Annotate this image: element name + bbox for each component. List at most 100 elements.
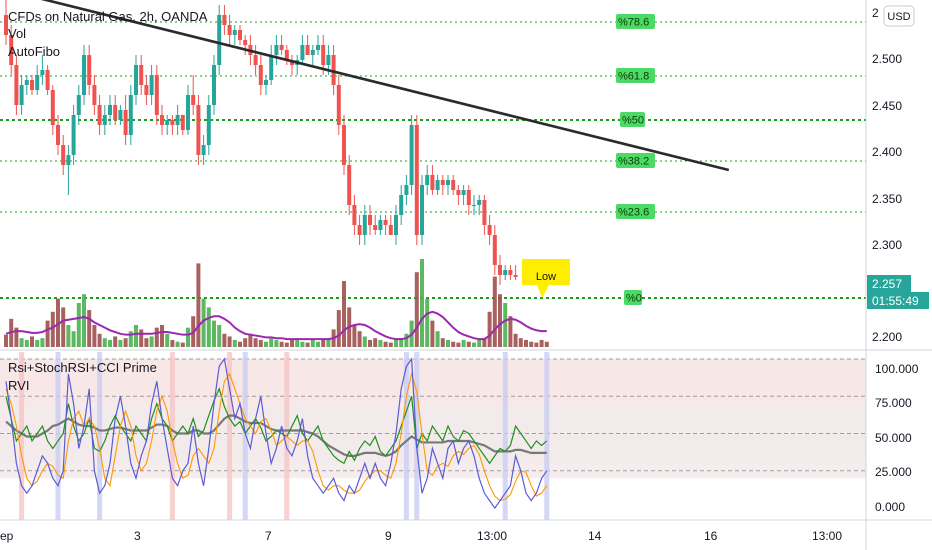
candle-body	[279, 45, 284, 50]
oscillator-background	[0, 358, 866, 479]
currency-button[interactable]	[883, 5, 915, 27]
candle-body	[362, 215, 367, 235]
volume-bar	[264, 341, 268, 347]
volume-bar	[446, 339, 450, 347]
candle-body	[477, 200, 482, 205]
candle-body	[232, 30, 237, 35]
candle-body	[513, 275, 518, 277]
volume-bar	[300, 341, 305, 347]
volume-bar	[472, 342, 476, 347]
volume-bar	[139, 329, 144, 347]
volume-bar	[487, 311, 492, 347]
candle-body	[388, 225, 393, 235]
volume-bar	[24, 339, 29, 347]
volume-bar	[544, 341, 549, 347]
volume-bar	[108, 339, 112, 347]
price-tick-partial: 2	[872, 6, 879, 20]
price-tick: 2.400	[872, 145, 902, 159]
volume-bar	[498, 294, 502, 347]
candle-body	[414, 125, 419, 235]
signal-band	[544, 352, 550, 520]
fib-label-bg	[616, 204, 655, 219]
candle-body	[212, 65, 216, 105]
candle-body	[238, 30, 242, 40]
volume-legend[interactable]: Vol	[8, 26, 26, 41]
candle-body	[217, 15, 222, 65]
volume-bar	[336, 310, 341, 347]
volume-bar	[50, 311, 55, 347]
candle-body	[492, 235, 497, 265]
volume-bar	[284, 342, 289, 347]
volume-bars	[4, 259, 549, 347]
candle-body	[71, 115, 76, 155]
bar-countdown-label: 01:55:49	[872, 294, 919, 308]
candle-body	[123, 110, 128, 135]
candle-body	[4, 15, 8, 35]
rvi-legend[interactable]: RVI	[8, 378, 29, 393]
candle-body	[316, 45, 320, 50]
candle-body	[66, 155, 71, 165]
signal-band	[242, 352, 248, 520]
volume-bar	[513, 333, 518, 347]
candle-body	[201, 145, 206, 155]
candle-body	[451, 180, 456, 190]
volume-bar	[45, 320, 50, 347]
volume-bar	[461, 339, 466, 347]
volume-bar	[175, 341, 180, 347]
volume-bar	[217, 325, 222, 347]
volume-bar	[30, 336, 34, 347]
fibonacci-labels: %78.6 %61.8 %50 %38.2 %23.6 %0	[616, 14, 655, 305]
volume-bar	[128, 331, 133, 347]
candle-body	[378, 220, 383, 230]
fib-label-bg	[624, 290, 642, 305]
volume-bar	[316, 341, 320, 347]
time-label: 14	[588, 529, 602, 543]
fibonacci-levels	[0, 21, 866, 299]
volume-bar	[388, 342, 393, 347]
oversold-zone	[0, 463, 866, 479]
volume-bar	[87, 310, 92, 347]
candle-body	[472, 205, 476, 206]
candle-body	[118, 110, 123, 120]
volume-bar	[310, 339, 315, 347]
candle-body	[487, 225, 492, 235]
low-callout: Low	[522, 259, 570, 298]
candle-body	[342, 125, 346, 165]
candle-body	[456, 190, 461, 195]
candle-body	[508, 270, 513, 275]
time-axis[interactable]: ep 3 7 9 13:00 14 16 13:00	[0, 529, 842, 543]
rsi-line	[5, 387, 548, 465]
oscillator-signal-bands	[19, 352, 550, 520]
time-label: 13:00	[812, 529, 842, 543]
candle-body	[30, 80, 34, 90]
price-tick: 2.300	[872, 238, 902, 252]
volume-bar	[61, 307, 66, 347]
candle-body	[243, 40, 248, 45]
candle-body	[87, 55, 92, 85]
countdown-badge	[867, 292, 929, 309]
time-label: 9	[385, 529, 392, 543]
volume-bar	[373, 338, 378, 347]
volume-bar	[144, 338, 149, 347]
oscillator-tick: 25.000	[875, 465, 912, 479]
candle-body	[149, 75, 154, 95]
candle-body	[321, 45, 326, 65]
low-callout-shape	[522, 259, 570, 298]
candle-body	[300, 45, 305, 60]
volume-bar	[399, 338, 404, 347]
symbol-title[interactable]: CFDs on Natural Gas, 2h, OANDA	[8, 9, 208, 24]
volume-bar	[352, 325, 357, 347]
trendline[interactable]	[6, 0, 730, 172]
price-axis[interactable]: 2 2.500 2.450 2.400 2.350 2.300 2.200	[872, 6, 902, 344]
oscillator-axis[interactable]: 100.000 75.000 50.000 25.000 0.000	[875, 362, 919, 514]
candle-body	[258, 65, 263, 85]
candle-body	[82, 55, 86, 95]
candle-body	[394, 215, 398, 235]
oscillator-legend[interactable]: Rsi+StochRSI+CCI Prime	[8, 360, 157, 375]
autofibo-legend[interactable]: AutoFibo	[8, 44, 60, 59]
time-label: 7	[265, 529, 272, 543]
volume-bar	[201, 298, 206, 347]
price-tick: 2.350	[872, 192, 902, 206]
signal-band	[502, 352, 508, 520]
